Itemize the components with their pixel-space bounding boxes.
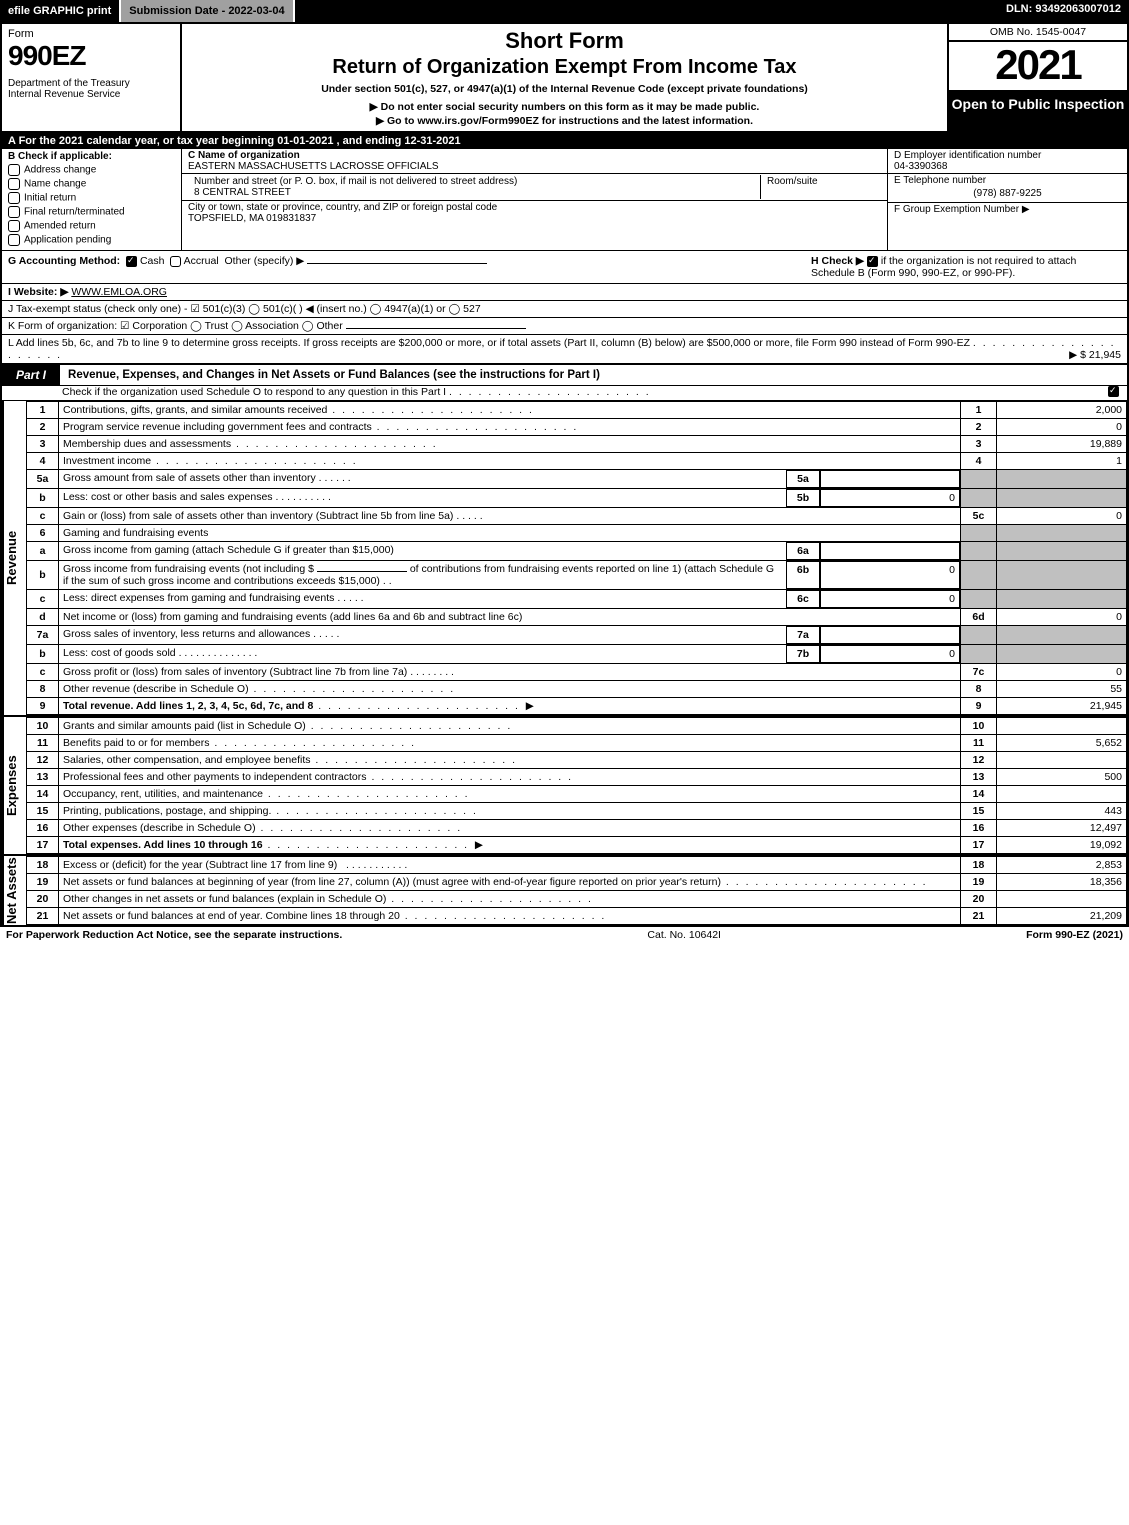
website-label: I Website: ▶: [8, 286, 68, 298]
expenses-vlabel: Expenses: [2, 717, 26, 854]
part-i-sub: Check if the organization used Schedule …: [2, 386, 1127, 401]
ein-value: 04-3390368: [894, 161, 947, 172]
revenue-vlabel: Revenue: [2, 401, 26, 715]
checkbox-accrual[interactable]: [170, 256, 181, 267]
checkbox-final-return[interactable]: [8, 206, 20, 218]
expenses-table: 10Grants and similar amounts paid (list …: [26, 717, 1127, 854]
open-inspection: Open to Public Inspection: [949, 92, 1127, 131]
checkbox-cash[interactable]: [126, 256, 137, 267]
part-i-tab: Part I: [2, 365, 60, 385]
paperwork-notice: For Paperwork Reduction Act Notice, see …: [6, 929, 342, 941]
form-header: Form 990EZ Department of the Treasury In…: [2, 24, 1127, 133]
row-j: J Tax-exempt status (check only one) - ☑…: [2, 301, 1127, 318]
col-b: B Check if applicable: Address change Na…: [2, 149, 182, 250]
cat-no: Cat. No. 10642I: [342, 929, 1026, 941]
street-label: Number and street (or P. O. box, if mail…: [194, 176, 517, 187]
part-i-header: Part I Revenue, Expenses, and Changes in…: [2, 364, 1127, 386]
under-section: Under section 501(c), 527, or 4947(a)(1)…: [188, 83, 941, 95]
dln: DLN: 93492063007012: [998, 0, 1129, 22]
checkbox-initial-return[interactable]: [8, 192, 20, 204]
org-name: EASTERN MASSACHUSETTS LACROSSE OFFICIALS: [188, 161, 439, 172]
h-check-label: H Check ▶: [811, 255, 864, 267]
city-label: City or town, state or province, country…: [188, 202, 497, 213]
accounting-method-label: G Accounting Method:: [8, 255, 120, 267]
group-exemption-label: F Group Exemption Number ▶: [894, 204, 1030, 215]
short-form-title: Short Form: [188, 28, 941, 54]
check-if-applicable: B Check if applicable:: [8, 151, 175, 162]
donot-enter: ▶ Do not enter social security numbers o…: [188, 101, 941, 113]
submission-date: Submission Date - 2022-03-04: [121, 0, 294, 22]
row-k: K Form of organization: ☑ Corporation ◯ …: [2, 318, 1127, 335]
part-i-title: Revenue, Expenses, and Changes in Net As…: [60, 367, 1127, 383]
tel-label: E Telephone number: [894, 175, 986, 186]
return-title: Return of Organization Exempt From Incom…: [188, 56, 941, 79]
checkbox-name-change[interactable]: [8, 178, 20, 190]
revenue-table: 1Contributions, gifts, grants, and simil…: [26, 401, 1127, 715]
checkbox-amended-return[interactable]: [8, 220, 20, 232]
netassets-table: 18Excess or (deficit) for the year (Subt…: [26, 856, 1127, 925]
row-a: A For the 2021 calendar year, or tax yea…: [2, 133, 1127, 149]
form-990ez: 990EZ: [8, 40, 174, 72]
room-label: Room/suite: [767, 176, 818, 187]
tel-value: (978) 887-9225: [894, 186, 1121, 201]
footer: For Paperwork Reduction Act Notice, see …: [0, 927, 1129, 943]
omb-number: OMB No. 1545-0047: [949, 24, 1127, 42]
top-bar: efile GRAPHIC print Submission Date - 20…: [0, 0, 1129, 22]
name-label: C Name of organization: [188, 150, 300, 161]
dept-treasury: Department of the Treasury Internal Reve…: [8, 78, 174, 100]
row-l: L Add lines 5b, 6c, and 7b to line 9 to …: [2, 335, 1127, 364]
ein-label: D Employer identification number: [894, 150, 1041, 161]
form-label: Form: [8, 28, 174, 40]
website-value: WWW.EMLOA.ORG: [71, 286, 167, 298]
form-footer: Form 990-EZ (2021): [1026, 929, 1123, 941]
netassets-vlabel: Net Assets: [2, 856, 26, 925]
goto-line: ▶ Go to www.irs.gov/Form990EZ for instru…: [188, 115, 941, 127]
checkbox-address-change[interactable]: [8, 164, 20, 176]
checkbox-schedule-o[interactable]: [1108, 386, 1119, 397]
checkbox-schedule-b[interactable]: [867, 256, 878, 267]
efile-print[interactable]: efile GRAPHIC print: [0, 0, 121, 22]
tax-year: 2021: [949, 42, 1127, 92]
irs-link[interactable]: www.irs.gov/Form990EZ: [417, 115, 539, 127]
street-value: 8 CENTRAL STREET: [194, 187, 291, 198]
checkbox-application-pending[interactable]: [8, 234, 20, 246]
city-value: TOPSFIELD, MA 019831837: [188, 213, 316, 224]
